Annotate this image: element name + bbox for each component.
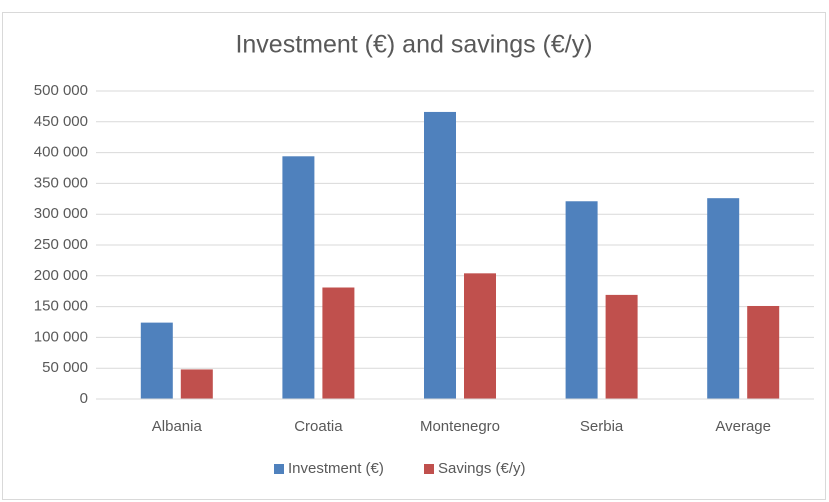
chart-frame: [2, 12, 826, 500]
y-tick-label: 400 000: [34, 144, 88, 161]
y-tick-label: 300 000: [34, 205, 88, 222]
bar: [565, 201, 598, 399]
legend-swatch: [274, 464, 284, 474]
y-tick-label: 100 000: [34, 328, 88, 345]
legend-label: Investment (€): [288, 460, 384, 477]
bar: [322, 287, 355, 399]
bar: [464, 273, 496, 399]
bar: [707, 198, 740, 399]
y-tick-label: 450 000: [34, 113, 88, 130]
y-tick-label: 50 000: [42, 359, 88, 376]
x-tick-label: Average: [715, 418, 771, 435]
bar: [180, 369, 213, 399]
x-tick-label: Croatia: [294, 418, 343, 435]
y-tick-label: 500 000: [34, 82, 88, 99]
y-tick-label: 200 000: [34, 267, 88, 284]
y-tick-label: 350 000: [34, 174, 88, 191]
chart-title: Investment (€) and savings (€/y): [235, 31, 592, 59]
bar: [140, 322, 173, 399]
bar: [747, 305, 780, 399]
x-tick-label: Montenegro: [420, 418, 500, 435]
x-tick-label: Serbia: [580, 418, 624, 435]
y-tick-label: 0: [80, 390, 88, 407]
bar: [605, 294, 638, 399]
legend-label: Savings (€/y): [438, 460, 526, 477]
y-tick-label: 250 000: [34, 236, 88, 253]
bar: [282, 156, 315, 399]
bar: [424, 111, 456, 399]
x-tick-label: Albania: [152, 418, 203, 435]
y-tick-label: 150 000: [34, 298, 88, 315]
legend-swatch: [424, 464, 434, 474]
